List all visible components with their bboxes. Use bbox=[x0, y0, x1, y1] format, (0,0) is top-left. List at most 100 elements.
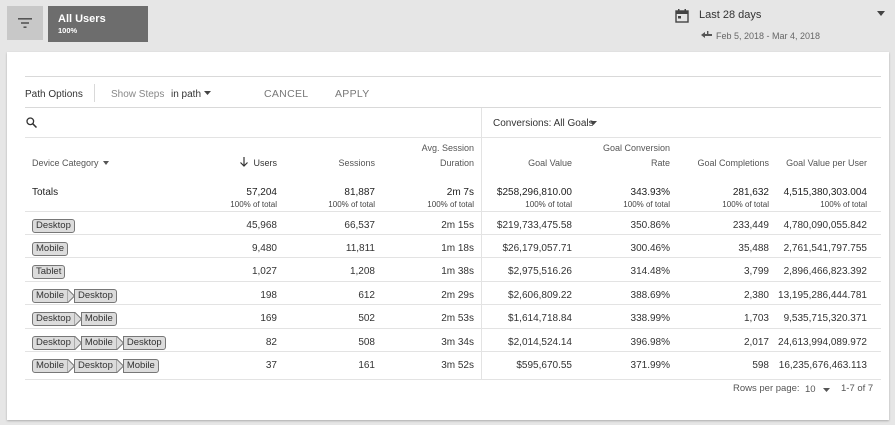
cell-goal-value: $595,670.55 bbox=[516, 360, 572, 371]
cell-goal-value: $2,975,516.26 bbox=[508, 266, 572, 277]
chevron-down-icon bbox=[877, 11, 885, 16]
cell-goal-conversion-rate: 396.98% bbox=[630, 337, 670, 348]
cell-goal-value: $2,014,524.14 bbox=[508, 337, 572, 348]
path-toolbar: Path Options Show Steps in path CANCEL A… bbox=[25, 80, 881, 108]
totals-goal-value-per-user: 4,515,380,303.004 bbox=[783, 187, 867, 198]
path-arrow-icon bbox=[67, 359, 75, 373]
cell-sessions: 11,811 bbox=[345, 243, 375, 254]
cell-goal-value-per-user: 9,535,715,320.371 bbox=[783, 313, 867, 324]
date-range-picker[interactable]: Last 28 days Feb 5, 2018 - Mar 4, 2018 bbox=[675, 7, 887, 45]
totals-goal-completions: 281,632 bbox=[732, 187, 769, 198]
device-path[interactable]: Mobile bbox=[32, 242, 68, 256]
table-search[interactable] bbox=[25, 108, 881, 138]
row-divider bbox=[25, 328, 881, 329]
cell-avg-session-duration: 2m 29s bbox=[441, 290, 474, 301]
in-path-dropdown[interactable]: in path bbox=[171, 89, 202, 100]
path-step-chip: Desktop bbox=[74, 289, 117, 303]
segment-name: All Users bbox=[58, 13, 106, 25]
cell-goal-completions: 3,799 bbox=[743, 266, 769, 277]
column-header-goal-value-per-user[interactable]: Goal Value per User bbox=[786, 158, 867, 168]
path-options-label: Path Options bbox=[25, 89, 83, 100]
totals-goal-value-pct: 100% of total bbox=[525, 200, 572, 209]
conversions-dropdown[interactable]: Conversions: All Goals bbox=[493, 118, 594, 129]
path-step-chip: Desktop bbox=[32, 336, 75, 350]
page-range: 1-7 of 7 bbox=[841, 383, 874, 394]
cell-goal-value: $1,614,718.84 bbox=[508, 313, 572, 324]
cell-goal-value-per-user: 16,235,676,463.113 bbox=[778, 360, 867, 371]
totals-label: Totals bbox=[32, 187, 59, 198]
cell-goal-value: $26,179,057.71 bbox=[502, 243, 572, 254]
rows-per-page-label: Rows per page: bbox=[733, 383, 800, 394]
cell-sessions: 161 bbox=[358, 360, 375, 371]
totals-users-pct: 100% of total bbox=[230, 200, 277, 209]
device-path[interactable]: Mobile Desktop Mobile bbox=[32, 359, 159, 373]
cell-goal-completions: 35,488 bbox=[738, 243, 769, 254]
cell-goal-value: $2,606,809.22 bbox=[508, 290, 572, 301]
path-step-chip: Mobile bbox=[80, 336, 117, 350]
cell-goal-value: $219,733,475.58 bbox=[496, 220, 572, 231]
apply-button[interactable]: APPLY bbox=[335, 88, 370, 100]
divider bbox=[94, 84, 95, 102]
cell-sessions: 612 bbox=[358, 290, 375, 301]
path-arrow-icon bbox=[115, 336, 124, 350]
column-header-label: Users bbox=[253, 158, 277, 168]
row-divider bbox=[25, 304, 881, 305]
cell-goal-completions: 233,449 bbox=[732, 220, 769, 231]
cell-goal-conversion-rate: 314.48% bbox=[630, 266, 670, 277]
chevron-down-icon[interactable] bbox=[823, 388, 830, 392]
path-step-chip: Mobile bbox=[32, 359, 68, 373]
cell-goal-value-per-user: 2,761,541,797.755 bbox=[783, 243, 867, 254]
cell-goal-conversion-rate: 338.99% bbox=[630, 313, 670, 324]
path-arrow-icon bbox=[67, 289, 75, 303]
column-header-goal-value[interactable]: Goal Value bbox=[528, 158, 572, 168]
search-icon[interactable] bbox=[26, 117, 37, 128]
path-arrow-icon bbox=[73, 336, 82, 350]
column-header-users[interactable]: Users bbox=[227, 156, 277, 171]
column-header-avg-session-duration[interactable]: Avg. Session Duration bbox=[384, 141, 474, 171]
row-divider bbox=[25, 211, 881, 212]
column-header-sessions[interactable]: Sessions bbox=[338, 158, 375, 168]
segment-filter-button[interactable] bbox=[7, 6, 43, 40]
cancel-button[interactable]: CANCEL bbox=[264, 88, 309, 100]
cell-goal-value-per-user: 13,195,286,444.781 bbox=[778, 290, 867, 301]
cell-users: 9,480 bbox=[251, 243, 277, 254]
path-step-chip: Mobile bbox=[32, 289, 68, 303]
cell-goal-value-per-user: 2,896,466,823.392 bbox=[783, 266, 867, 277]
arrow-down-icon bbox=[240, 157, 249, 167]
path-step-chip: Desktop bbox=[122, 336, 166, 350]
date-range-label: Last 28 days bbox=[699, 9, 762, 21]
cell-users: 198 bbox=[260, 290, 277, 301]
rows-per-page-select[interactable]: 10 bbox=[805, 384, 816, 395]
totals-goal-completions-pct: 100% of total bbox=[722, 200, 769, 209]
cell-avg-session-duration: 3m 34s bbox=[441, 337, 474, 348]
path-arrow-icon bbox=[115, 359, 124, 373]
column-header-goal-conversion-rate[interactable]: Goal Conversion Rate bbox=[580, 141, 670, 171]
column-header-label: Device Category bbox=[32, 158, 99, 168]
path-step-chip: Mobile bbox=[32, 242, 68, 256]
totals-avg-duration: 2m 7s bbox=[446, 187, 474, 198]
cell-goal-value-per-user: 24,613,994,089.972 bbox=[778, 337, 867, 348]
column-header-label: Avg. Session bbox=[421, 143, 474, 153]
row-divider bbox=[25, 257, 881, 258]
path-step-chip: Desktop bbox=[32, 219, 75, 233]
chevron-down-icon[interactable] bbox=[590, 121, 597, 125]
column-header-label: Goal Conversion bbox=[602, 143, 670, 153]
column-header-goal-completions[interactable]: Goal Completions bbox=[697, 158, 769, 168]
chevron-down-icon[interactable] bbox=[204, 91, 211, 95]
device-path[interactable]: Tablet bbox=[32, 265, 66, 279]
cell-sessions: 508 bbox=[358, 337, 375, 348]
cell-goal-completions: 2,380 bbox=[743, 290, 769, 301]
column-header-device-category[interactable]: Device Category bbox=[32, 156, 110, 171]
device-path[interactable]: Desktop Mobile Desktop bbox=[32, 336, 166, 350]
device-path[interactable]: Mobile Desktop bbox=[32, 289, 117, 303]
cell-goal-conversion-rate: 300.46% bbox=[630, 243, 670, 254]
show-steps-label: Show Steps bbox=[111, 89, 165, 100]
row-divider bbox=[25, 281, 881, 282]
segment-chip-all-users[interactable]: All Users 100% bbox=[48, 6, 148, 42]
column-header-label: Rate bbox=[650, 158, 670, 168]
device-path[interactable]: Desktop Mobile bbox=[32, 312, 117, 326]
device-path[interactable]: Desktop bbox=[32, 219, 75, 233]
cell-goal-conversion-rate: 371.99% bbox=[630, 360, 670, 371]
cell-goal-conversion-rate: 388.69% bbox=[630, 290, 670, 301]
cell-avg-session-duration: 1m 38s bbox=[441, 266, 474, 277]
